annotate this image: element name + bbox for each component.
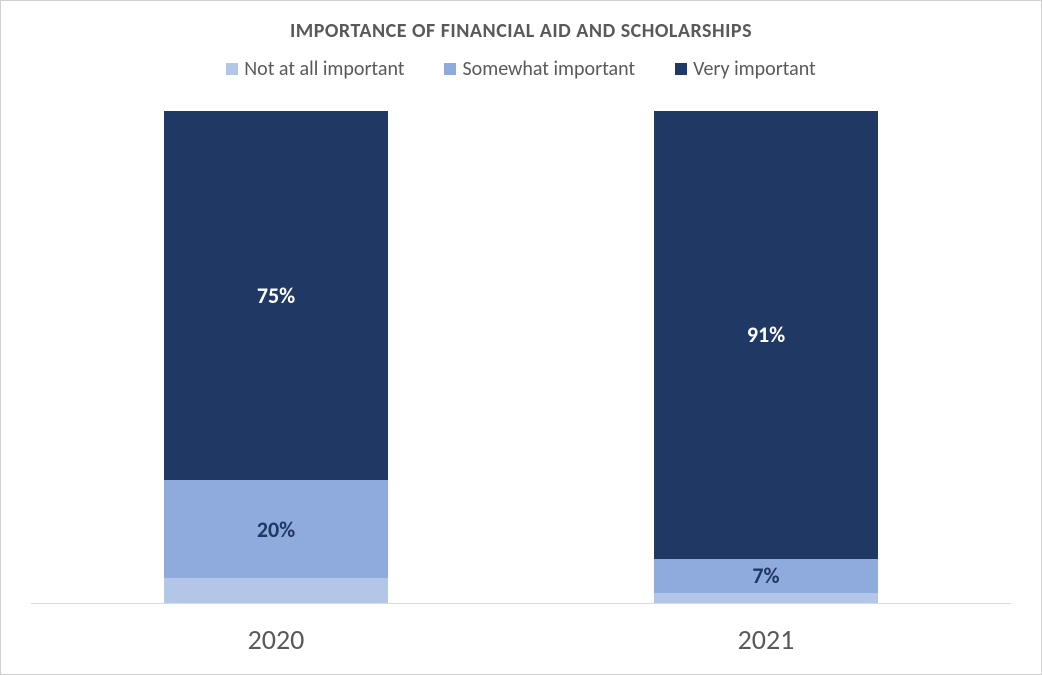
x-axis-label-2021: 2021 bbox=[666, 622, 866, 657]
data-label: 91% bbox=[747, 321, 785, 348]
chart-title: IMPORTANCE OF FINANCIAL AID AND SCHOLARS… bbox=[1, 19, 1041, 43]
legend-label: Very important bbox=[693, 57, 816, 81]
bar-2021: 7% 91% bbox=[654, 111, 878, 603]
bar-segment: 20% bbox=[164, 480, 388, 578]
bar-segment: 75% bbox=[164, 111, 388, 480]
legend-label: Not at all important bbox=[244, 57, 404, 81]
data-label: 75% bbox=[257, 282, 295, 309]
legend: Not at all important Somewhat important … bbox=[1, 57, 1041, 81]
bar-2020: 20% 75% bbox=[164, 111, 388, 603]
chart-container: IMPORTANCE OF FINANCIAL AID AND SCHOLARS… bbox=[0, 0, 1042, 675]
legend-item-somewhat-important: Somewhat important bbox=[444, 57, 635, 81]
legend-swatch-icon bbox=[226, 63, 238, 75]
legend-swatch-icon bbox=[675, 63, 687, 75]
bar-segment: 91% bbox=[654, 111, 878, 559]
bar-segment bbox=[654, 593, 878, 603]
legend-item-not-important: Not at all important bbox=[226, 57, 404, 81]
bar-segment: 7% bbox=[654, 559, 878, 593]
legend-item-very-important: Very important bbox=[675, 57, 816, 81]
x-axis: 2020 2021 bbox=[31, 604, 1011, 674]
legend-swatch-icon bbox=[444, 63, 456, 75]
x-axis-label-2020: 2020 bbox=[176, 622, 376, 657]
plot-area: 20% 75% 7% 91% bbox=[31, 111, 1011, 604]
data-label: 7% bbox=[752, 562, 779, 589]
data-label: 20% bbox=[257, 516, 295, 543]
legend-label: Somewhat important bbox=[462, 57, 635, 81]
bar-segment bbox=[164, 578, 388, 603]
